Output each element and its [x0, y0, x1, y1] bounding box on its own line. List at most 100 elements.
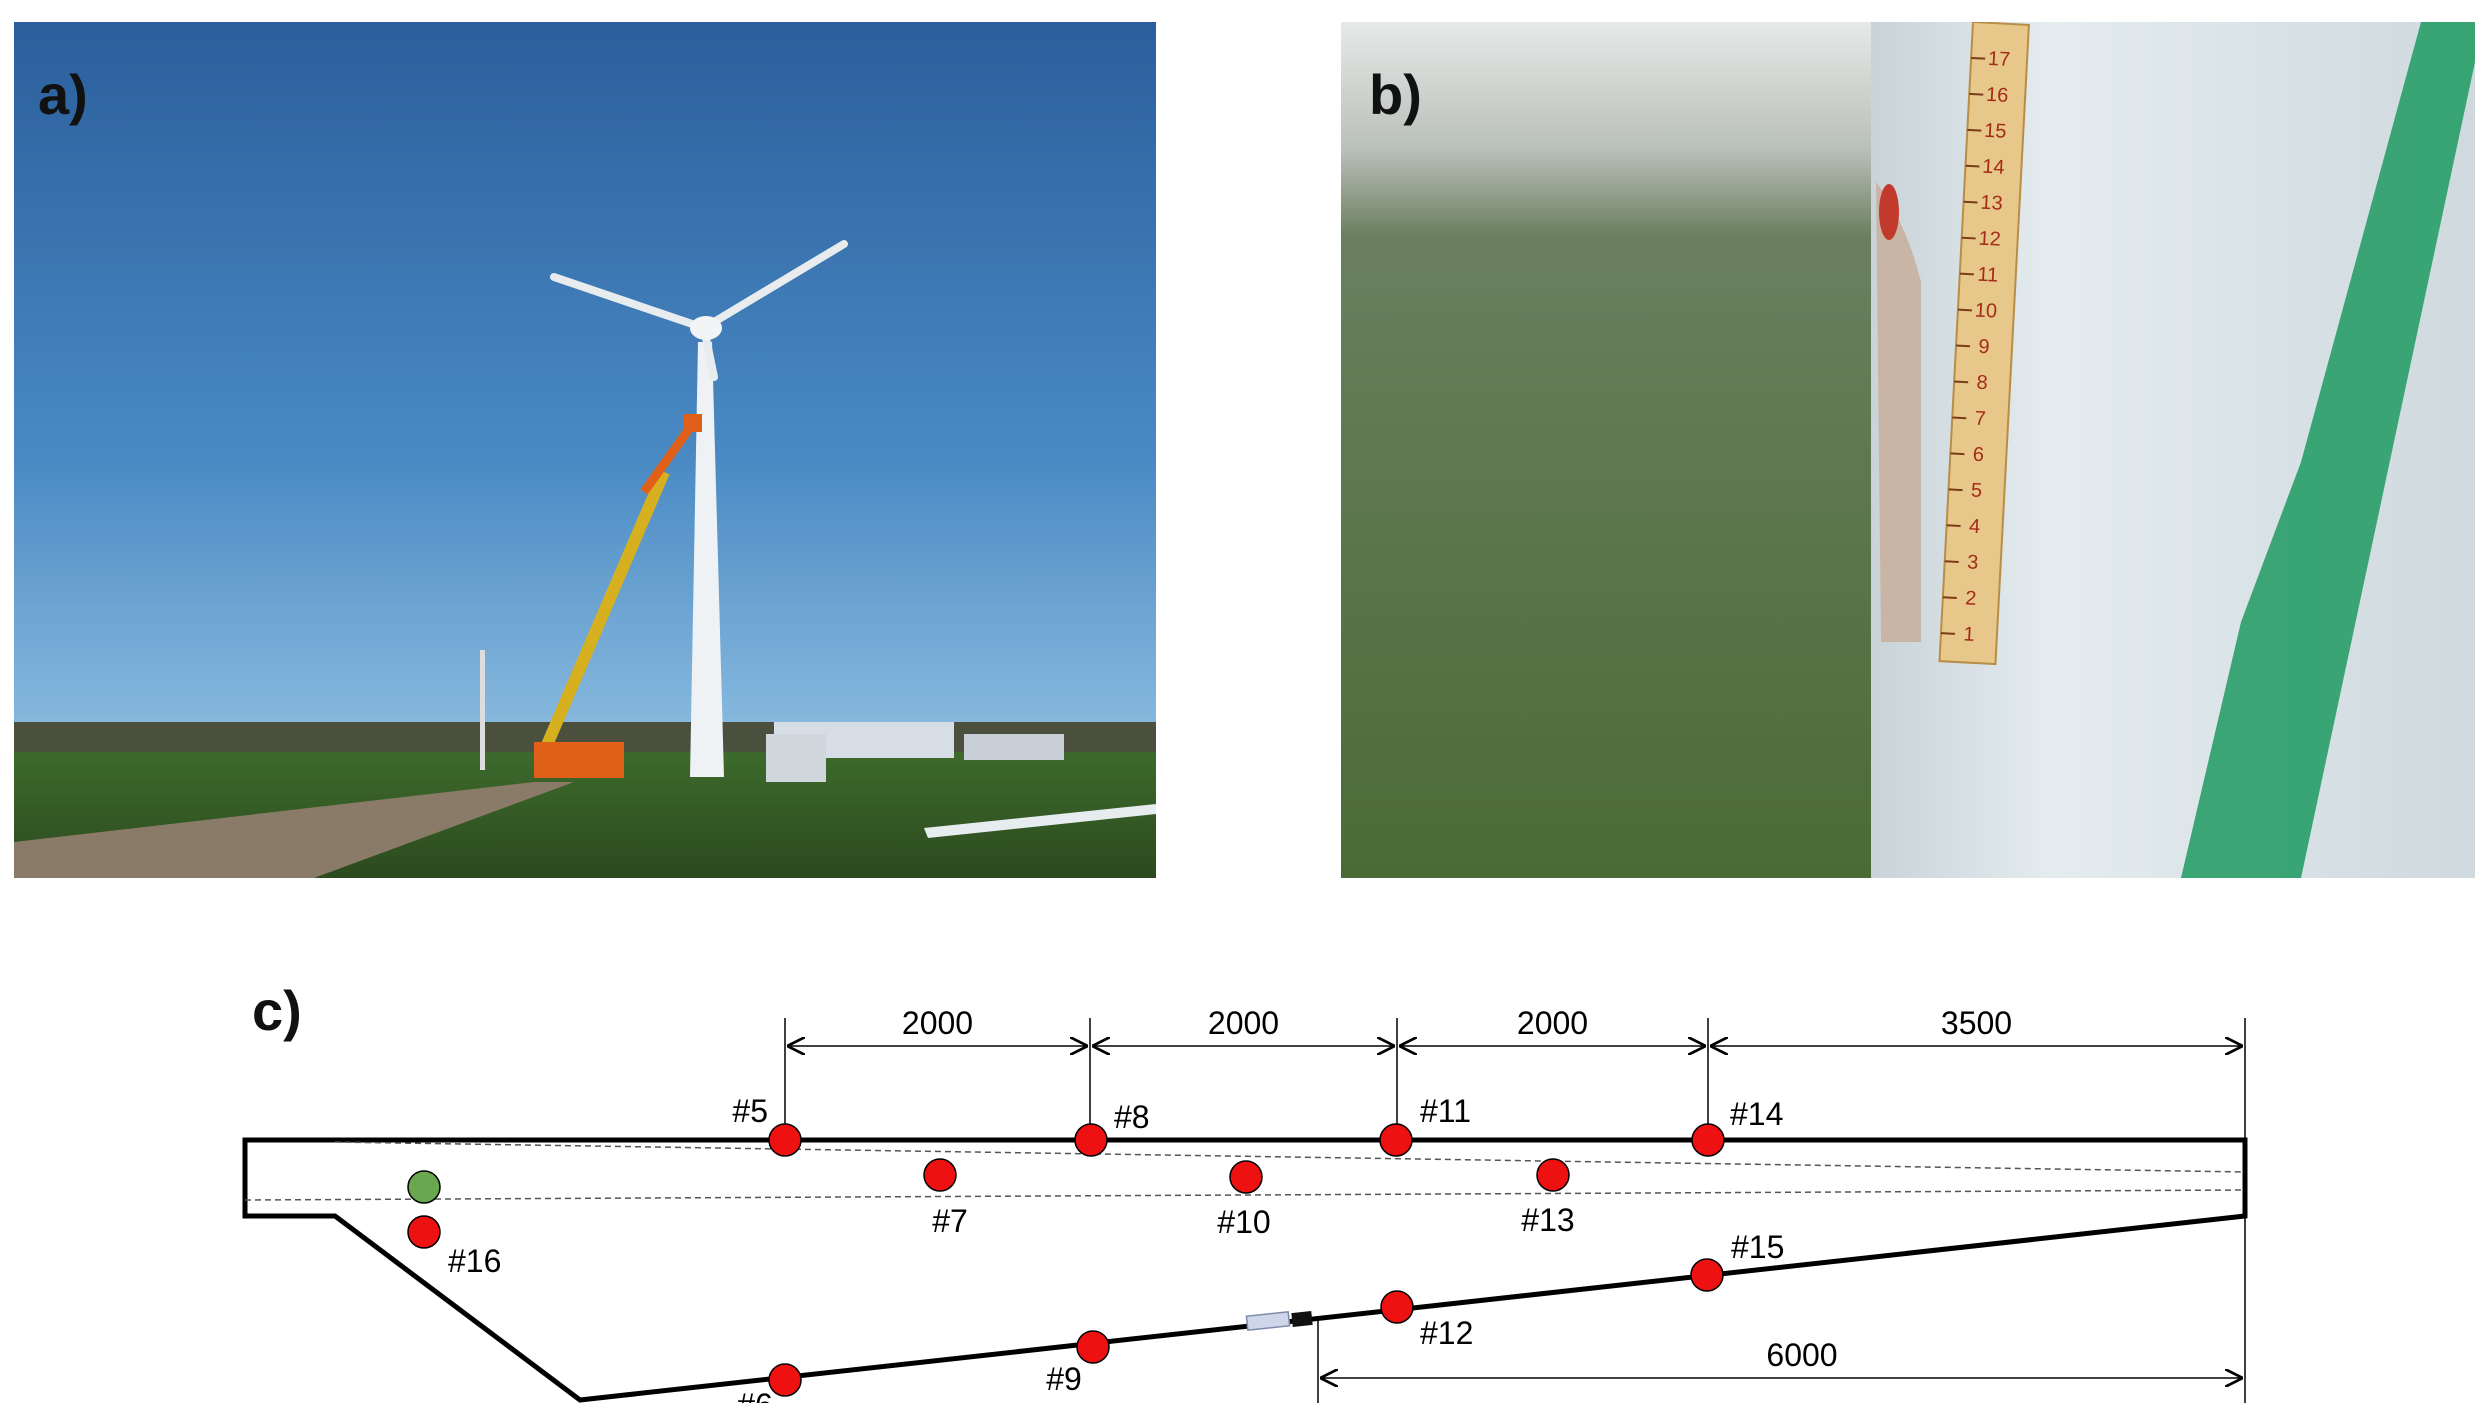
photo-blade-damage: 17 16 15 14 13 12 11 10 9 8 7 6 5 4 3 2 1 b)	[1341, 22, 2475, 878]
sensor-label: #12	[1420, 1315, 1473, 1351]
dashed-line	[334, 1141, 2246, 1173]
ruler-tick	[1963, 200, 1978, 204]
red-mark	[1879, 184, 1899, 240]
dimension-label: 6000	[1766, 1337, 1837, 1373]
dashed-line	[244, 1189, 2246, 1201]
sensor-label: #13	[1521, 1202, 1574, 1238]
ruler-tick	[1965, 164, 1980, 168]
panel-label-c: c)	[252, 979, 302, 1042]
joint-marker-dark	[1291, 1310, 1313, 1328]
ruler-tick	[1959, 272, 1974, 276]
ruler-tick-label: 16	[1986, 84, 2009, 107]
turbine-nacelle	[690, 316, 722, 340]
ruler-tick	[1967, 128, 1982, 132]
ruler-tick-label: 7	[1974, 408, 1986, 431]
turbine-blade	[550, 273, 708, 332]
gravel-road	[14, 782, 574, 878]
lift-boom-upper	[640, 419, 698, 495]
sensor-label: #8	[1114, 1099, 1150, 1135]
blade-closeup-scene: 17 16 15 14 13 12 11 10 9 8 7 6 5 4 3 2 1	[1341, 22, 2475, 878]
dimension-extension-lines	[784, 1018, 2246, 1140]
sensor-label: #16	[448, 1243, 501, 1279]
ruler-tick-label: 10	[1974, 300, 1997, 323]
sensor-label: #5	[732, 1093, 768, 1129]
blade-on-ground	[924, 804, 1156, 838]
sensor-marker	[1380, 1290, 1414, 1324]
ruler-tick	[1969, 92, 1984, 96]
panel-label-a: a)	[38, 63, 88, 126]
ruler-tick-label: 15	[1984, 120, 2007, 143]
sensor-label: #9	[1046, 1361, 1082, 1397]
ruler-tick	[1950, 452, 1965, 456]
dimension-bottom: 6000	[1317, 1216, 2246, 1403]
ruler-tick	[1940, 632, 1956, 635]
ruler-tick-label: 6	[1972, 444, 1984, 467]
sensor-label: #11	[1420, 1093, 1471, 1129]
sensor-label: #10	[1217, 1204, 1270, 1240]
ruler-tick	[1946, 524, 1961, 528]
sensor-marker	[1690, 1258, 1724, 1292]
ruler-tick-label: 9	[1978, 336, 1990, 359]
turbine-scene	[14, 22, 1156, 878]
sensor-label: #7	[932, 1203, 968, 1239]
damage-area	[1876, 182, 1921, 642]
sensor-marker	[1076, 1330, 1110, 1364]
ruler-tick	[1955, 344, 1971, 348]
ruler-tick	[1961, 236, 1976, 240]
joint-marker	[1245, 1311, 1291, 1331]
sensor-marker	[768, 1123, 802, 1157]
sensor-marker	[1691, 1123, 1725, 1157]
dimension-label: 2000	[902, 1005, 973, 1041]
ruler-tick	[1957, 308, 1972, 312]
ruler-tick-label: 4	[1968, 515, 1980, 538]
ruler-tick-label: 2	[1965, 587, 1977, 610]
building	[964, 734, 1064, 760]
sensor-label: #6	[737, 1387, 773, 1403]
ruler-tick-label: 3	[1967, 551, 1979, 574]
dimension-label: 2000	[1517, 1005, 1588, 1041]
dimension-chain-top: 2000 2000 2000 3500	[789, 1005, 2241, 1046]
ruler-tick-label: 17	[1987, 48, 2010, 71]
ruler-tick-label: 13	[1980, 192, 2003, 215]
sensor-marker	[1229, 1160, 1263, 1194]
cabin	[766, 734, 826, 782]
ruler-tick-label: 12	[1978, 228, 2001, 251]
sensor-marker	[768, 1363, 802, 1397]
ruler-tick-label: 8	[1976, 372, 1988, 395]
sensor-label: #14	[1730, 1096, 1783, 1132]
blade-schematic: 2000 2000 2000 3500 6000 #5 #8 #11 #14 #7 #10 #13…	[242, 1005, 2248, 1403]
sensor-marker	[1536, 1158, 1570, 1192]
lift-boom	[538, 469, 670, 755]
sensor-label: #15	[1731, 1229, 1784, 1265]
ruler-tick-label: 11	[1977, 264, 1999, 287]
ruler-tick-label: 5	[1970, 480, 1982, 503]
dimension-label: 3500	[1941, 1005, 2012, 1041]
ruler-tick-label: 1	[1963, 623, 1975, 646]
ruler-tick-label: 14	[1982, 156, 2005, 179]
lift-vehicle	[534, 742, 624, 778]
sensor-layout-diagram: c) 2000 2000 2000 3500 6000 #5 #8 #11 #14 #7 #10…	[0, 900, 2475, 1403]
sensor-marker	[407, 1215, 441, 1249]
green-tape	[2181, 22, 2475, 878]
ruler-tick	[1942, 596, 1957, 599]
distant-mast	[480, 650, 485, 770]
turbine-blade	[700, 240, 848, 332]
sensor-marker	[923, 1158, 957, 1192]
panel-label-b: b)	[1369, 63, 1422, 126]
ruler-tick	[1971, 56, 1986, 60]
reference-point	[407, 1170, 441, 1204]
sensor-points: #5 #8 #11 #14 #7 #10 #13 #16 #15 #12 #9 #6	[407, 1093, 1784, 1403]
ruler-tick-labels: 17 16 15 14 13 12 11 10 9 8 7 6 5 4 3 2 1	[1940, 48, 2011, 646]
sensor-marker	[1074, 1123, 1108, 1157]
sky	[14, 22, 1156, 752]
turbine-tower	[690, 342, 724, 777]
ruler-tick	[1944, 560, 1959, 563]
ruler-tick	[1952, 416, 1967, 420]
ruler-tick	[1948, 488, 1963, 492]
lift-basket	[684, 414, 702, 432]
folding-ruler: 17 16 15 14 13 12 11 10 9 8 7 6 5 4 3 2 1	[1938, 22, 2030, 666]
photo-wind-turbine: a)	[14, 22, 1156, 878]
dimension-label: 2000	[1208, 1005, 1279, 1041]
ruler-tick	[1954, 380, 1969, 384]
sensor-marker	[1379, 1123, 1413, 1157]
